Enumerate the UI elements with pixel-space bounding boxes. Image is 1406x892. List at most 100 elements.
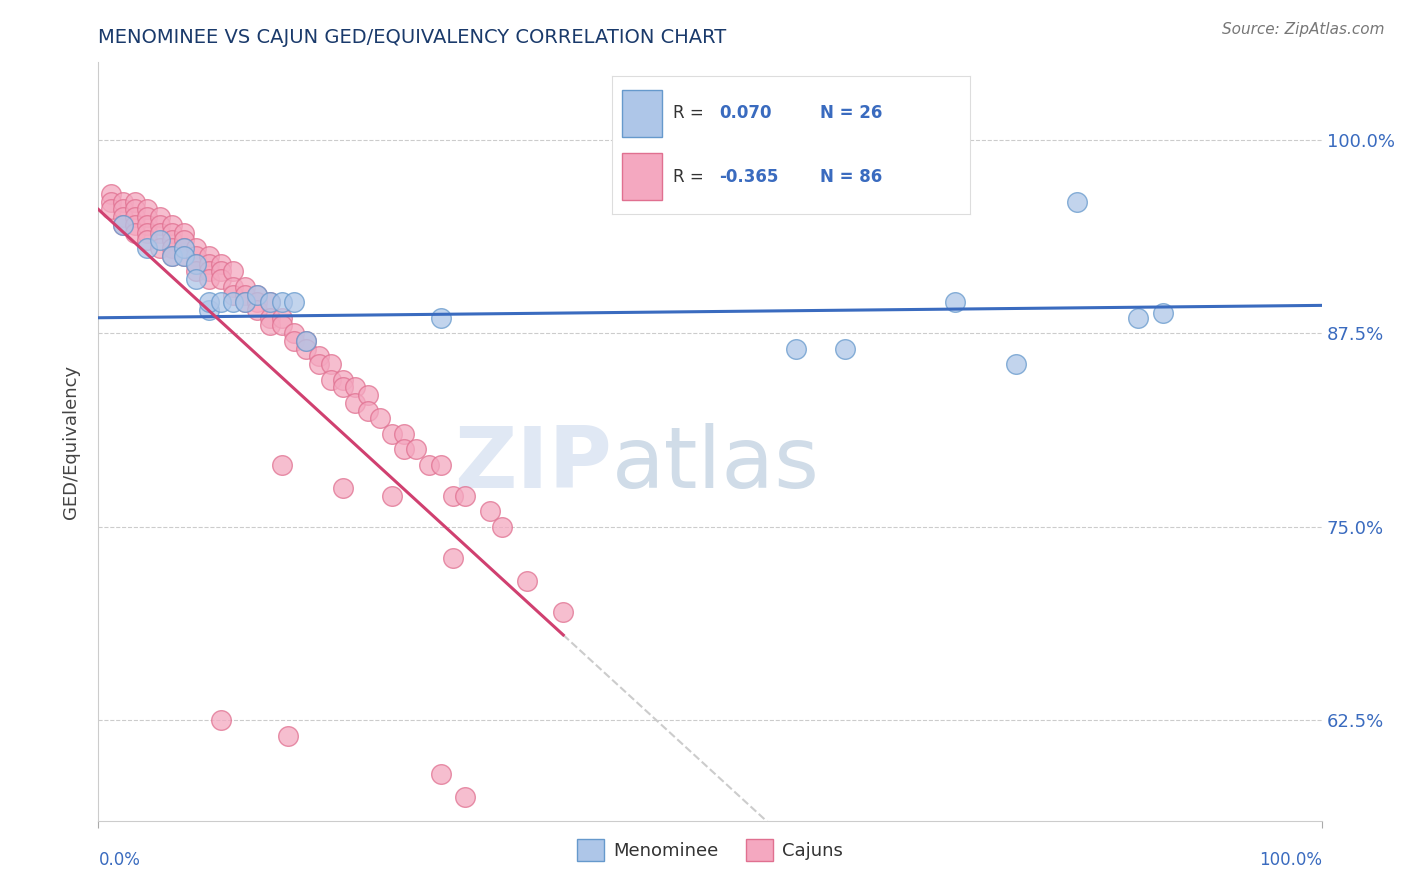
FancyBboxPatch shape <box>623 89 662 136</box>
Point <box>259 295 281 310</box>
Point <box>246 295 269 310</box>
Point <box>173 249 195 263</box>
Point <box>209 257 232 271</box>
Point <box>430 310 453 325</box>
Text: MENOMINEE VS CAJUN GED/EQUIVALENCY CORRELATION CHART: MENOMINEE VS CAJUN GED/EQUIVALENCY CORRE… <box>98 28 727 47</box>
Text: N = 86: N = 86 <box>820 168 882 186</box>
Point <box>283 326 305 341</box>
Point <box>100 186 122 201</box>
Point <box>136 241 159 255</box>
Point <box>1152 306 1174 320</box>
Point <box>111 218 134 232</box>
Point <box>209 272 232 286</box>
Point <box>100 194 122 209</box>
Point <box>405 442 427 457</box>
Point <box>222 295 245 310</box>
Point <box>160 241 183 255</box>
Point <box>111 202 134 217</box>
Point <box>149 241 172 255</box>
Point <box>149 218 172 232</box>
Point <box>160 249 183 263</box>
Point <box>491 519 513 533</box>
Point <box>197 303 219 318</box>
Y-axis label: GED/Equivalency: GED/Equivalency <box>62 365 80 518</box>
Point <box>173 249 195 263</box>
Point <box>515 574 537 588</box>
Point <box>246 287 269 301</box>
Point <box>136 233 159 247</box>
Point <box>308 357 330 371</box>
Text: 0.070: 0.070 <box>720 104 772 122</box>
Point <box>283 295 305 310</box>
Point <box>441 489 464 503</box>
Point <box>136 218 159 232</box>
Point <box>454 489 477 503</box>
Point <box>344 396 367 410</box>
Point <box>222 287 245 301</box>
Point <box>136 226 159 240</box>
Point <box>111 194 134 209</box>
Point <box>319 357 342 371</box>
Point <box>418 458 440 472</box>
Point <box>160 233 183 247</box>
Point <box>197 257 219 271</box>
Point <box>430 767 453 781</box>
Point <box>295 334 318 348</box>
Point <box>246 303 269 318</box>
Point <box>197 295 219 310</box>
Point <box>233 287 256 301</box>
Point <box>553 605 575 619</box>
Point <box>149 210 172 224</box>
FancyBboxPatch shape <box>623 153 662 201</box>
Point <box>356 403 378 417</box>
Point <box>356 388 378 402</box>
Point <box>834 342 856 356</box>
Point <box>111 218 134 232</box>
Point <box>173 226 195 240</box>
Point <box>100 202 122 217</box>
Point <box>270 458 294 472</box>
Text: atlas: atlas <box>612 423 820 506</box>
Point <box>283 334 305 348</box>
Point <box>1128 310 1150 325</box>
Point <box>381 489 404 503</box>
Point <box>332 380 354 394</box>
Point <box>1066 194 1088 209</box>
Point <box>186 272 208 286</box>
Point <box>160 226 183 240</box>
Point <box>319 373 342 387</box>
Point <box>124 226 146 240</box>
Point <box>186 249 208 263</box>
Point <box>136 210 159 224</box>
Point <box>259 310 281 325</box>
Point <box>186 257 208 271</box>
Point <box>173 241 195 255</box>
Point <box>209 295 232 310</box>
Text: N = 26: N = 26 <box>820 104 882 122</box>
Text: -0.365: -0.365 <box>720 168 779 186</box>
Point <box>259 318 281 333</box>
Point <box>124 218 146 232</box>
Point <box>186 264 208 278</box>
Point <box>209 264 232 278</box>
Point <box>246 287 269 301</box>
Point <box>186 241 208 255</box>
Text: R =: R = <box>672 104 709 122</box>
Point <box>136 202 159 217</box>
Point <box>160 249 183 263</box>
Point <box>173 233 195 247</box>
Point <box>441 550 464 565</box>
Point <box>124 210 146 224</box>
Point <box>1004 357 1026 371</box>
Point <box>454 790 477 805</box>
Text: 0.0%: 0.0% <box>98 851 141 869</box>
Point <box>392 442 416 457</box>
Point <box>111 210 134 224</box>
Point <box>270 310 294 325</box>
Point <box>197 249 219 263</box>
Point <box>160 218 183 232</box>
Point <box>222 280 245 294</box>
Point <box>308 350 330 364</box>
Point <box>277 729 299 743</box>
Point <box>943 295 966 310</box>
